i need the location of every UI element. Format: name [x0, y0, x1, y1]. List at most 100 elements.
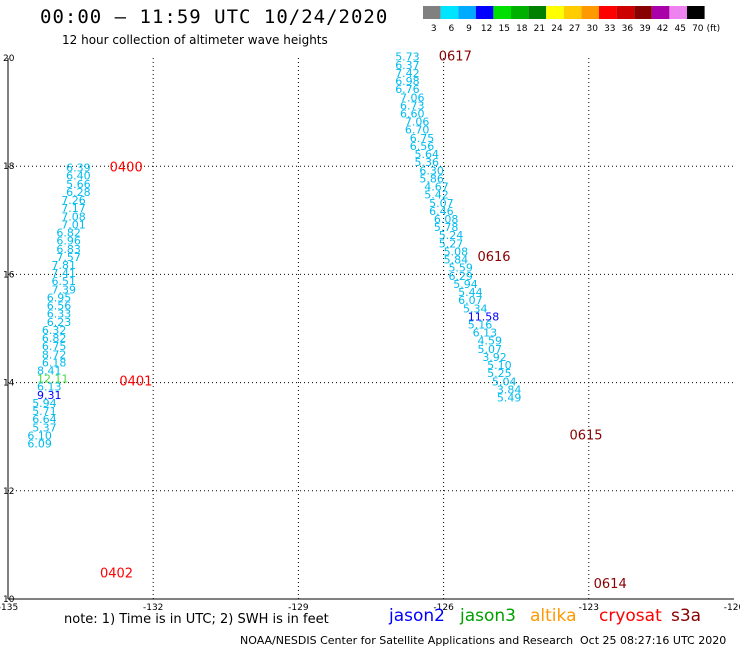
wave-height-label: 7.06 [405, 116, 430, 129]
wave-height-label: 5.64 [415, 148, 440, 161]
mission-label-altika: altika [530, 606, 577, 626]
wave-height-label: 5.94 [32, 397, 57, 410]
wave-height-label: 9.31 [37, 389, 62, 402]
mission-label-s3a: s3a [671, 606, 702, 626]
colorbar-swatch [599, 6, 617, 19]
wave-height-label: 7.41 [52, 267, 76, 280]
colorbar-swatch [616, 6, 635, 19]
wave-height-label: 5.78 [434, 221, 459, 234]
wave-height-label: 6.28 [66, 186, 91, 199]
wave-height-label: 6.56 [410, 140, 435, 153]
wave-height-label: 3.84 [497, 383, 521, 396]
wave-height-label: 7.08 [61, 210, 86, 223]
colorbar-level-label: 6 [449, 24, 455, 34]
wave-height-label: 6.82 [56, 227, 81, 240]
wave-height-label: 6.10 [27, 429, 52, 442]
chart-subtitle: 12 hour collection of altimeter wave hei… [62, 33, 328, 47]
wave-height-label: 5.36 [415, 156, 440, 169]
wave-height-label: 5.07 [477, 343, 502, 356]
wave-height-label: 5.86 [419, 172, 444, 185]
wave-height-label: 6.60 [400, 108, 425, 121]
x-tick-label: -135 [0, 603, 18, 613]
colorbar-level-label: 27 [569, 24, 580, 34]
wave-height-label: 5.44 [458, 286, 483, 299]
wave-height-label: 4.59 [477, 335, 502, 348]
x-tick-label: -132 [143, 603, 163, 613]
colorbar-level-label: 42 [657, 24, 668, 34]
colorbar-swatch [423, 6, 441, 19]
x-tick-label: -120 [724, 603, 740, 613]
wave-height-label: 6.46 [429, 205, 454, 218]
colorbar-legend: 3 6 9 12 15 18 21 24 27 30 33 36 39 42 45 70 (ft) [423, 6, 721, 34]
wave-height-label: 11.58 [468, 310, 500, 323]
colorbar-swatch [669, 6, 687, 19]
colorbar-level-label: 33 [604, 24, 615, 34]
colorbar-level-label: 24 [551, 24, 563, 34]
wave-height-label: 5.71 [32, 405, 57, 418]
wave-height-label: 7.42 [395, 67, 420, 80]
generated-timestamp: Oct 25 08:27:16 UTC 2020 [580, 634, 727, 647]
colorbar-swatch [687, 6, 705, 19]
wave-height-label: 6.29 [448, 270, 473, 283]
wave-height-label: 6.96 [56, 235, 81, 248]
wave-height-label: 5.10 [487, 359, 512, 372]
wave-height-label: 7.17 [61, 202, 86, 215]
y-tick-label: 20 [3, 54, 15, 64]
wave-height-label: 7.81 [52, 259, 76, 272]
x-tick-label: -123 [579, 603, 599, 613]
time-label: 0616 [477, 250, 510, 265]
wave-height-label: 8.41 [37, 364, 62, 377]
wave-height-label: 6.95 [47, 291, 72, 304]
time-label: 0402 [100, 566, 133, 581]
wave-height-label: 6.98 [395, 75, 420, 88]
wave-height-label: 5.04 [492, 375, 517, 388]
y-tick-label: 18 [3, 162, 15, 172]
wave-height-label: 6.64 [32, 413, 57, 426]
colorbar-level-label: 70 [692, 24, 704, 34]
mission-label-jason2: jason2 [389, 606, 445, 626]
wave-height-label: 5.84 [444, 254, 469, 267]
colorbar-swatch [493, 6, 511, 19]
wave-height-label: 6.83 [56, 243, 81, 256]
wave-height-label: 12.11 [37, 373, 69, 386]
wave-height-label: 6.75 [42, 340, 67, 353]
colorbar-level-label: 30 [586, 24, 598, 34]
wave-height-label: 4.67 [424, 181, 449, 194]
colorbar-swatch [458, 6, 476, 19]
wave-height-label: 5.24 [439, 229, 464, 242]
wave-height-label: 6.33 [47, 308, 72, 321]
colorbar-level-label: 9 [466, 24, 472, 34]
colorbar-swatch [528, 6, 547, 19]
wave-height-label: 6.37 [395, 59, 420, 72]
wave-height-label: 7.39 [52, 283, 76, 296]
colorbar-unit-label: (ft) [707, 24, 721, 34]
y-tick-label: 16 [3, 270, 15, 280]
wave-height-label: 6.23 [47, 316, 72, 329]
colorbar-swatch [511, 6, 529, 19]
wave-height-label: 5.25 [487, 367, 512, 380]
x-tick-label: -126 [433, 603, 454, 613]
colorbar-level-label: 18 [516, 24, 528, 34]
wave-height-label: 7.01 [61, 218, 86, 231]
wave-height-label: 7.26 [61, 194, 86, 207]
wave-height-label: 6.82 [42, 332, 67, 345]
colorbar-swatch [634, 6, 652, 19]
wave-height-label: 6.40 [66, 170, 91, 183]
time-label: 0401 [119, 374, 152, 389]
y-tick-label: 14 [3, 379, 15, 389]
wave-height-label: 6.51 [52, 275, 76, 288]
mission-label-cryosat: cryosat [599, 606, 662, 626]
wave-height-label: 6.56 [47, 300, 72, 313]
wave-height-label: 5.37 [32, 421, 57, 434]
wave-height-label: 5.08 [444, 245, 469, 258]
colorbar-swatch [651, 6, 670, 19]
wave-height-label: 6.07 [458, 294, 483, 307]
wave-height-label: 8.72 [42, 348, 67, 361]
wave-height-label: 5.94 [453, 278, 478, 291]
footnote: note: 1) Time is in UTC; 2) SWH is in fe… [64, 612, 329, 627]
colorbar-level-label: 39 [639, 24, 651, 34]
y-tick-label: 12 [3, 487, 14, 497]
colorbar-swatch [581, 6, 599, 19]
wave-height-label: 7.57 [56, 251, 81, 264]
wave-height-label: 6.32 [42, 324, 67, 337]
